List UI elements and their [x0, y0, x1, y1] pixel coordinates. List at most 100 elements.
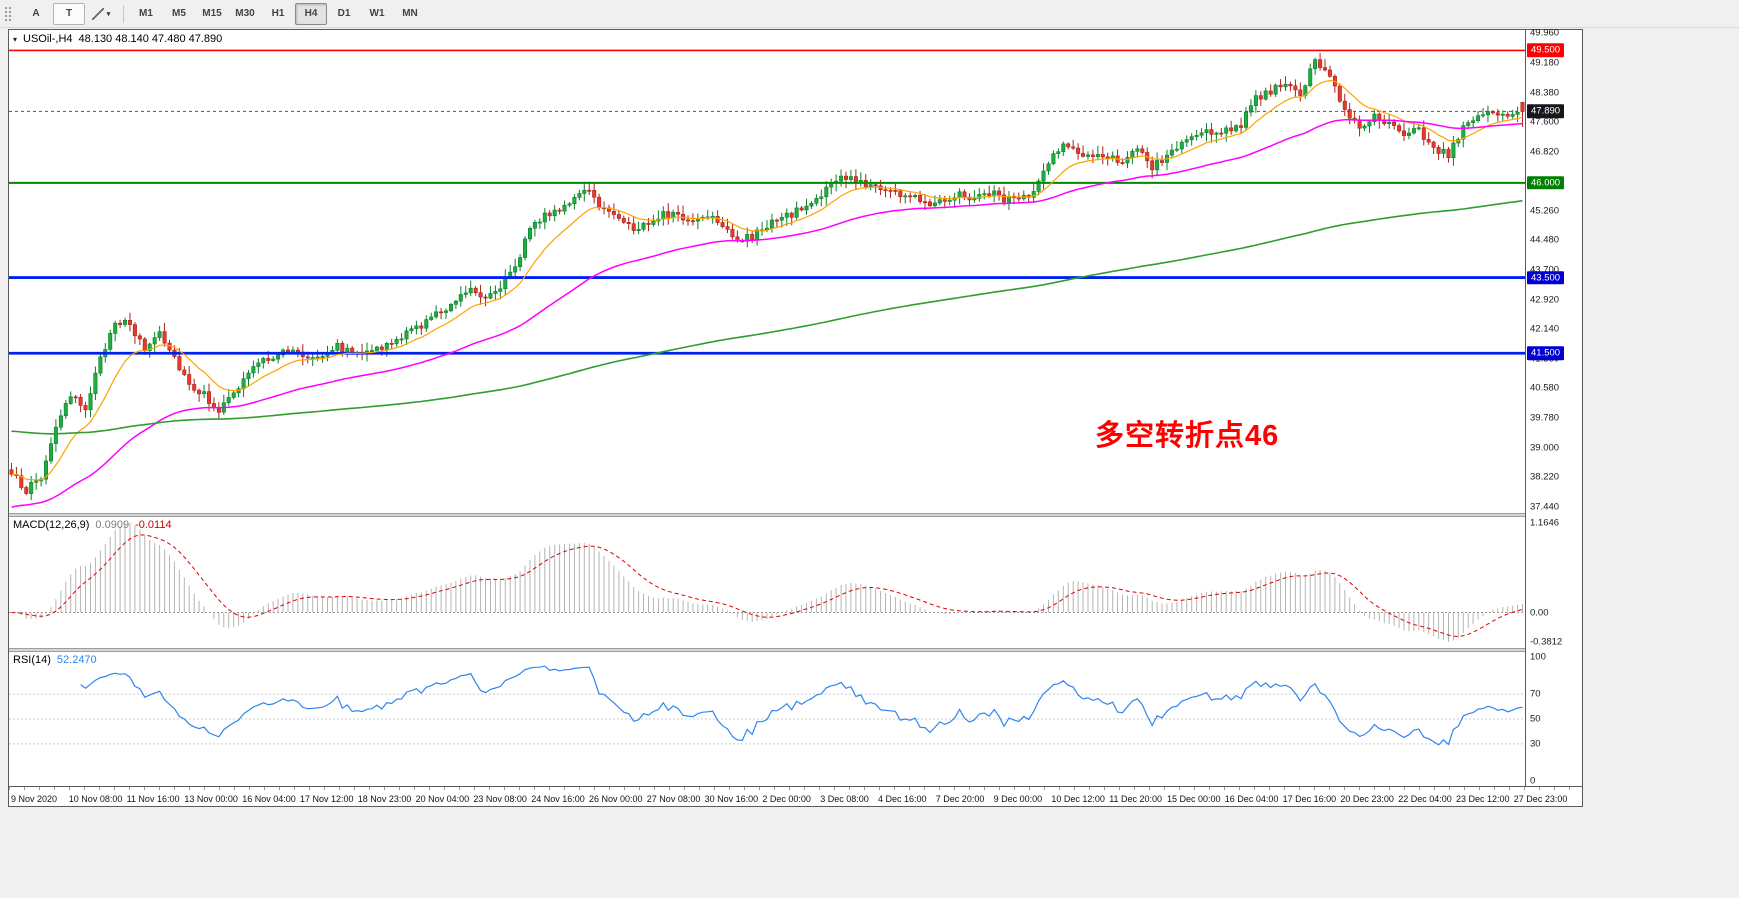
time-label: 11 Nov 16:00	[126, 794, 180, 804]
time-label: 23 Nov 08:00	[473, 794, 527, 804]
price-tick: 43.700	[1530, 264, 1560, 276]
price-tick: 42.920	[1530, 293, 1560, 305]
macd-name: MACD(12,26,9)	[13, 519, 90, 531]
timeframe-button-m5[interactable]: M5	[172, 8, 186, 19]
timeframe-button-h4[interactable]: H4	[295, 2, 327, 25]
time-label: 27 Nov 08:00	[646, 794, 701, 804]
time-label: 22 Dec 04:00	[1398, 794, 1452, 804]
time-label: 13 Nov 00:00	[184, 794, 238, 804]
rsi-pane-canvas[interactable]	[9, 652, 1525, 786]
price-tick: 47.600	[1530, 116, 1560, 128]
time-label: 23 Dec 12:00	[1456, 794, 1510, 804]
price-tick: 49.180	[1530, 56, 1560, 68]
timeframe-button-d1[interactable]: D1	[337, 8, 351, 19]
timeframe-button-h1[interactable]: H1	[271, 8, 285, 19]
price-tick: 37.440	[1530, 501, 1560, 513]
fast-ma-line	[11, 79, 1523, 481]
macd-histogram	[15, 522, 1523, 642]
main-chart-canvas[interactable]	[9, 30, 1525, 513]
rsi-scale-label: 30	[1530, 738, 1541, 750]
timeframe-button-mn[interactable]: MN	[402, 8, 418, 19]
rsi-scale-label: 70	[1530, 688, 1541, 700]
macd-scale-label: -0.3812	[1530, 636, 1563, 648]
slow-ma-line	[11, 199, 1523, 435]
price-scale[interactable]: 49.960 49.180 48.380 47.600 46.820 45.260 44.4…	[1525, 27, 1582, 787]
rsi-label: RSI(14) 52.2470	[13, 654, 97, 666]
time-label: 20 Nov 04:00	[415, 794, 470, 804]
time-label: 16 Nov 04:00	[242, 794, 296, 804]
macd-signal-value: -0.0114	[135, 519, 172, 531]
time-label: 18 Nov 23:00	[357, 794, 412, 804]
timeframe-button-m1[interactable]: M1	[139, 8, 153, 19]
time-label: 26 Nov 00:00	[589, 794, 643, 804]
trendline-icon	[91, 7, 104, 20]
toolbar-separator	[123, 4, 124, 23]
price-tick: 44.480	[1530, 234, 1560, 246]
price-tick: 39.780	[1530, 412, 1560, 424]
price-badge-49.500: 49.500	[1527, 43, 1565, 58]
timeframe-button-m15[interactable]: M15	[202, 8, 222, 19]
label-tool-button[interactable]: T	[53, 2, 85, 25]
chart-window: ▾ USOil-,H4 48.130 48.140 47.480 47.890 …	[8, 27, 1583, 807]
time-label: 9 Dec 00:00	[993, 794, 1043, 804]
timeframe-buttons-group: M1 M5 M15 M30 H1 H4 D1 W1 MN	[130, 2, 426, 25]
price-tick: 49.960	[1530, 27, 1560, 39]
price-tick: 38.220	[1530, 471, 1560, 483]
time-label: 9 Nov 2020	[11, 794, 58, 804]
text-tool-button[interactable]: A	[32, 8, 40, 19]
time-label: 16 Dec 04:00	[1224, 794, 1279, 804]
timeframe-button-m30[interactable]: M30	[235, 8, 255, 19]
symbol-dropdown-icon[interactable]: ▾	[13, 34, 18, 44]
timeframe-button-w1[interactable]: W1	[369, 8, 385, 19]
time-label: 17 Nov 12:00	[300, 794, 354, 804]
toolbar-grip-handle[interactable]	[4, 5, 13, 22]
chart-annotation-text: 多空转折点46	[1095, 420, 1280, 452]
chart-title: ▾ USOil-,H4 48.130 48.140 47.480 47.890	[13, 33, 222, 45]
time-label: 20 Dec 23:00	[1340, 794, 1394, 804]
price-tick: 48.380	[1530, 87, 1560, 99]
time-label: 10 Dec 12:00	[1051, 794, 1105, 804]
time-label: 4 Dec 16:00	[878, 794, 927, 804]
chevron-down-icon: ▾	[106, 10, 111, 18]
rsi-scale-label: 100	[1530, 651, 1546, 663]
time-label: 7 Dec 20:00	[935, 794, 985, 804]
macd-signal-line	[11, 534, 1523, 638]
price-badge-46.000: 46.000	[1527, 176, 1565, 190]
time-label: 10 Nov 08:00	[68, 794, 123, 804]
rsi-value: 52.2470	[56, 654, 97, 666]
price-badge-41.500: 41.500	[1527, 346, 1565, 360]
price-tick: 46.820	[1530, 146, 1560, 158]
macd-scale-label: 0.00	[1530, 606, 1549, 618]
macd-scale-label: 1.1646	[1530, 517, 1560, 529]
time-label: 15 Dec 00:00	[1167, 794, 1221, 804]
price-tick: 42.140	[1530, 323, 1560, 335]
time-label: 27 Dec 23:00	[1513, 794, 1568, 804]
time-label: 30 Nov 16:00	[704, 794, 759, 804]
macd-main-value: 0.0909	[95, 519, 130, 531]
time-label: 17 Dec 16:00	[1282, 794, 1337, 804]
time-axis[interactable]: 9 Nov 2020 10 Nov 08:00 11 Nov 16:00 13 Nov…	[9, 786, 1582, 806]
rsi-scale-label: 0	[1530, 775, 1536, 787]
macd-label: MACD(12,26,9) 0.0909 -0.0114	[13, 519, 172, 531]
price-badge-47.890: 47.890	[1527, 104, 1565, 119]
price-tick: 45.260	[1530, 205, 1560, 217]
price-badge-43.500: 43.500	[1527, 270, 1565, 285]
pane-splitter[interactable]	[9, 648, 1582, 652]
candles	[9, 52, 1525, 501]
price-tick: 40.580	[1530, 382, 1560, 394]
time-label: 11 Dec 20:00	[1109, 794, 1163, 804]
mid-ma-line	[11, 119, 1523, 508]
macd-pane-canvas[interactable]	[9, 517, 1525, 648]
time-label: 3 Dec 08:00	[820, 794, 869, 804]
rsi-line	[80, 665, 1523, 746]
rsi-name: RSI(14)	[13, 654, 51, 666]
rsi-scale-label: 50	[1530, 713, 1541, 725]
time-label: 2 Dec 00:00	[762, 794, 811, 804]
time-label: 24 Nov 16:00	[531, 794, 585, 804]
symbol-timeframe-label: USOil-,H4	[23, 33, 73, 45]
ohlc-values: 48.130 48.140 47.480 47.890	[78, 33, 223, 45]
shapes-tool-button[interactable]: ▾	[85, 3, 117, 25]
pane-splitter[interactable]	[9, 513, 1582, 517]
